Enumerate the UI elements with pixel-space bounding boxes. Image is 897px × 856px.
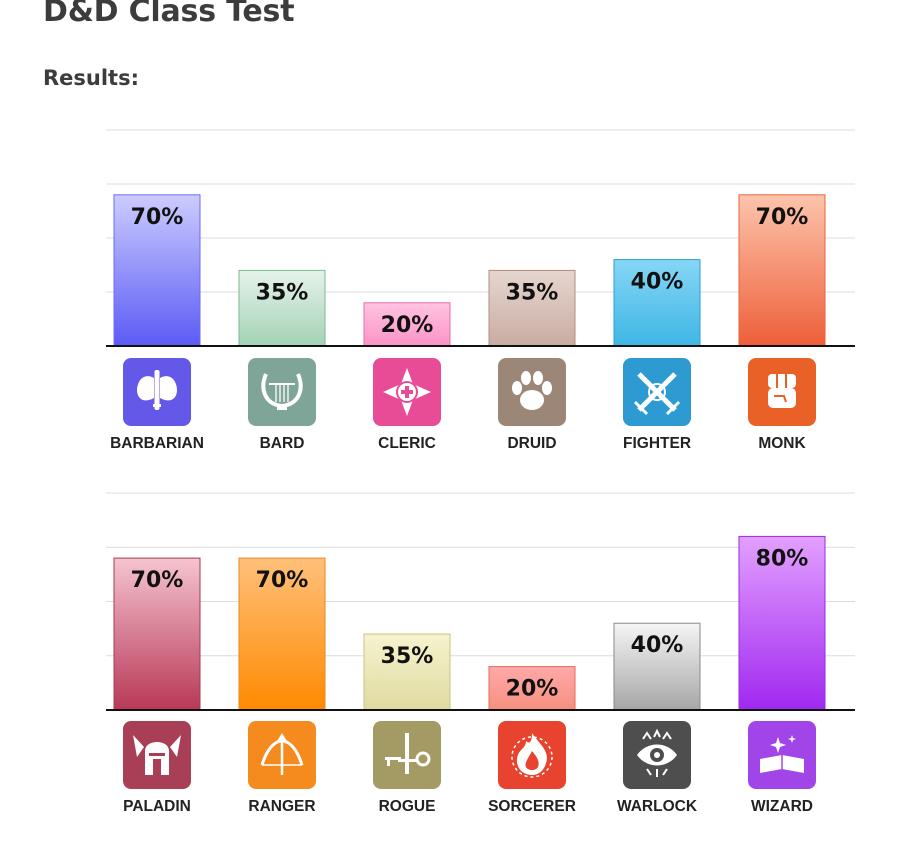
winged-helmet-icon: [123, 721, 191, 789]
value-label-paladin: 70%: [131, 568, 184, 593]
chart-2: 70% PALADIN 70% RANGER 35% ROGUE 20% SORCERER 40…: [106, 492, 855, 815]
bar-paladin: [113, 557, 201, 711]
class-label-bard: BARD: [260, 435, 305, 452]
class-label-druid: DRUID: [507, 435, 556, 452]
eye-icon: [623, 721, 691, 789]
lyre-icon: [248, 358, 316, 426]
class-label-rogue: ROGUE: [379, 798, 436, 815]
bar-warlock: [613, 622, 701, 711]
bar-cleric: [363, 302, 451, 347]
class-label-ranger: RANGER: [248, 798, 315, 815]
class-label-fighter: FIGHTER: [623, 435, 691, 452]
axe-icon: [123, 358, 191, 426]
class-label-sorcerer: SORCERER: [488, 798, 576, 815]
class-label-paladin: PALADIN: [123, 798, 191, 815]
class-label-warlock: WARLOCK: [617, 798, 698, 815]
value-label-sorcerer: 20%: [506, 677, 559, 702]
value-label-fighter: 40%: [631, 270, 684, 295]
bar-rogue: [363, 633, 451, 711]
value-label-monk: 70%: [756, 205, 809, 230]
value-label-druid: 35%: [506, 280, 559, 305]
crossed-swords-icon: [623, 358, 691, 426]
value-label-rogue: 35%: [381, 644, 434, 669]
spellbook-icon: [748, 721, 816, 789]
bar-sorcerer: [488, 666, 576, 711]
class-label-monk: MONK: [758, 435, 806, 452]
bar-monk: [738, 194, 826, 347]
dagger-key-icon: [373, 721, 441, 789]
value-label-bard: 35%: [256, 280, 309, 305]
class-label-wizard: WIZARD: [751, 798, 813, 815]
page-title: D&D Class Test: [43, 0, 295, 29]
holy-symbol-icon: [373, 358, 441, 426]
bar-barbarian: [113, 194, 201, 347]
value-label-warlock: 40%: [631, 633, 684, 658]
results-label: Results:: [43, 66, 139, 90]
fist-icon: [748, 358, 816, 426]
value-label-ranger: 70%: [256, 568, 309, 593]
value-label-wizard: 80%: [756, 546, 809, 571]
bar-wizard: [738, 535, 826, 711]
bar-ranger: [238, 557, 326, 711]
class-label-barbarian: BARBARIAN: [110, 435, 204, 452]
paw-icon: [498, 358, 566, 426]
bow-icon: [248, 721, 316, 789]
chart-1: 70% BARBARIAN 35% BARD 20% CLERIC 35% DRUID 40% F…: [106, 129, 855, 452]
flame-icon: [498, 721, 566, 789]
class-label-cleric: CLERIC: [378, 435, 436, 452]
value-label-cleric: 20%: [381, 313, 434, 338]
value-label-barbarian: 70%: [131, 205, 184, 230]
